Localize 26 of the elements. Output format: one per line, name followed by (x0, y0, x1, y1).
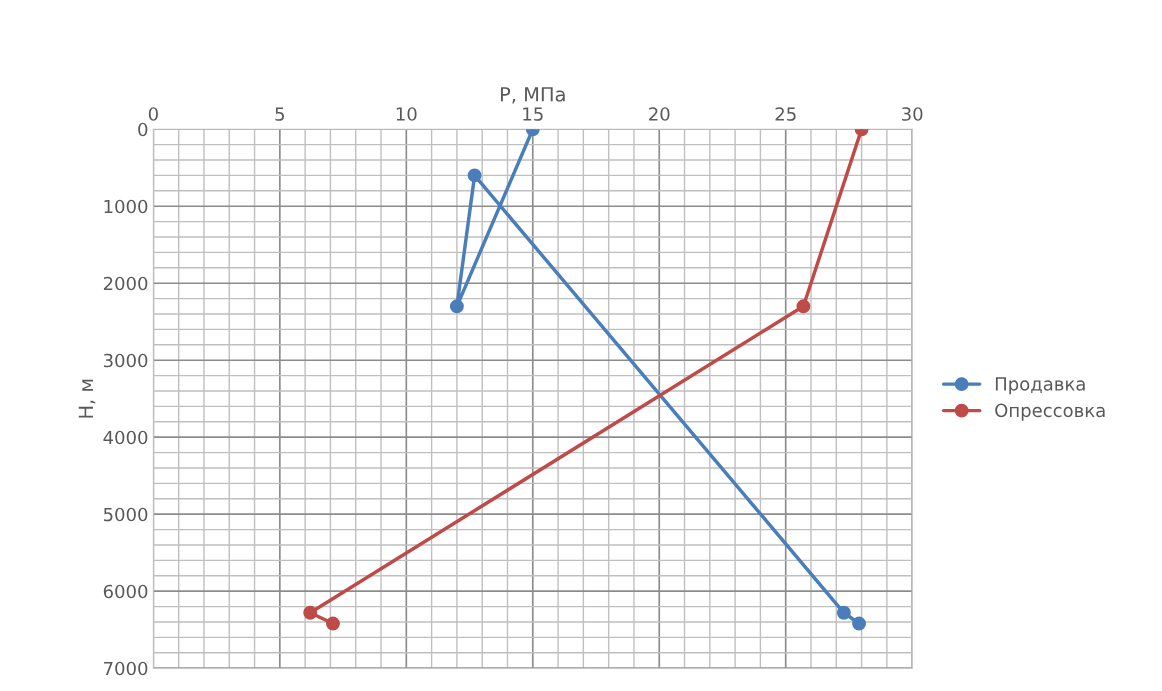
x-axis-title: P, МПа (500, 87, 565, 104)
y-tick-label: 7000 (104, 661, 148, 676)
y-tick-label: 5000 (103, 507, 148, 522)
x-tick-label: 5 (275, 107, 285, 121)
point (467, 168, 482, 183)
y-tick-label: 6000 (103, 584, 148, 599)
y-tick-label: 4000 (103, 430, 148, 445)
x-tick-label: 10 (396, 107, 417, 121)
point (852, 616, 867, 631)
point (836, 605, 851, 620)
x-tick-label: 15 (523, 107, 543, 121)
y-axis-title: H, м (78, 379, 96, 418)
x-tick-label: 20 (649, 107, 670, 121)
x-tick-label: 30 (902, 107, 923, 121)
point (303, 605, 318, 620)
y-tick-label: 0 (138, 122, 148, 137)
legend-label: Продавка (995, 377, 1085, 395)
legend-label: Опрессовка (995, 403, 1105, 421)
point (326, 616, 340, 631)
y-tick-label: 2000 (103, 276, 148, 291)
point (796, 299, 811, 314)
y-tick-label: 3000 (103, 353, 148, 368)
x-tick-label: 0 (148, 107, 158, 121)
point (449, 299, 464, 314)
y-tick-label: 1000 (104, 199, 148, 214)
x-tick-label: 25 (775, 107, 796, 121)
